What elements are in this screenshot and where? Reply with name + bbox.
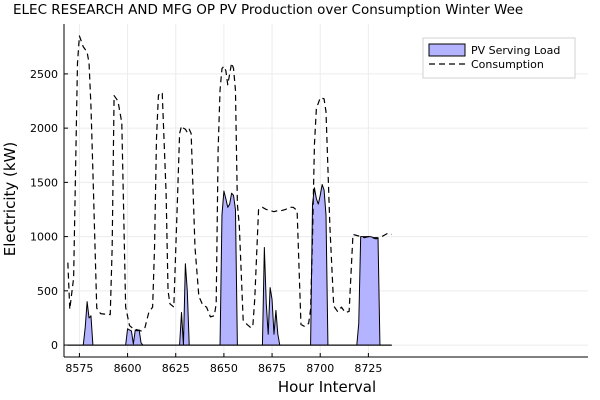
x-tick-label: 8675	[258, 362, 286, 375]
pv-area-layer	[67, 184, 392, 346]
x-tick-label: 8700	[306, 362, 334, 375]
x-tick-label: 8650	[210, 362, 238, 375]
legend-label-consumption: Consumption	[471, 58, 544, 71]
legend-label-pv: PV Serving Load	[471, 44, 560, 57]
y-axis-title: Electricity (kW)	[1, 142, 19, 257]
x-tick-label: 8725	[354, 362, 382, 375]
y-tick-label: 1000	[30, 231, 58, 244]
x-tick-label: 8600	[114, 362, 142, 375]
y-tick-label: 0	[51, 339, 58, 352]
x-tick-labels: 8575 8600 8625 8650 8675 8700 8725	[65, 362, 382, 375]
legend-swatch-pv	[428, 43, 466, 57]
x-axis-title: Hour Interval	[278, 378, 376, 396]
consumption-line	[67, 35, 392, 332]
consumption-line-layer	[67, 35, 392, 332]
x-tick-label: 8625	[162, 362, 190, 375]
x-tick-label: 8575	[65, 362, 93, 375]
pv-serving-load-area	[67, 184, 392, 346]
axes	[63, 24, 588, 358]
y-tick-labels: 0 500 1000 1500 2000 2500	[30, 68, 58, 352]
y-tick-label: 500	[37, 285, 58, 298]
y-tick-label: 2000	[30, 122, 58, 135]
legend: PV Serving Load Consumption	[422, 37, 576, 79]
chart-title: ELEC RESEARCH AND MFG OP PV Production o…	[13, 2, 523, 18]
y-tick-label: 1500	[30, 176, 58, 189]
y-tick-label: 2500	[30, 68, 58, 81]
